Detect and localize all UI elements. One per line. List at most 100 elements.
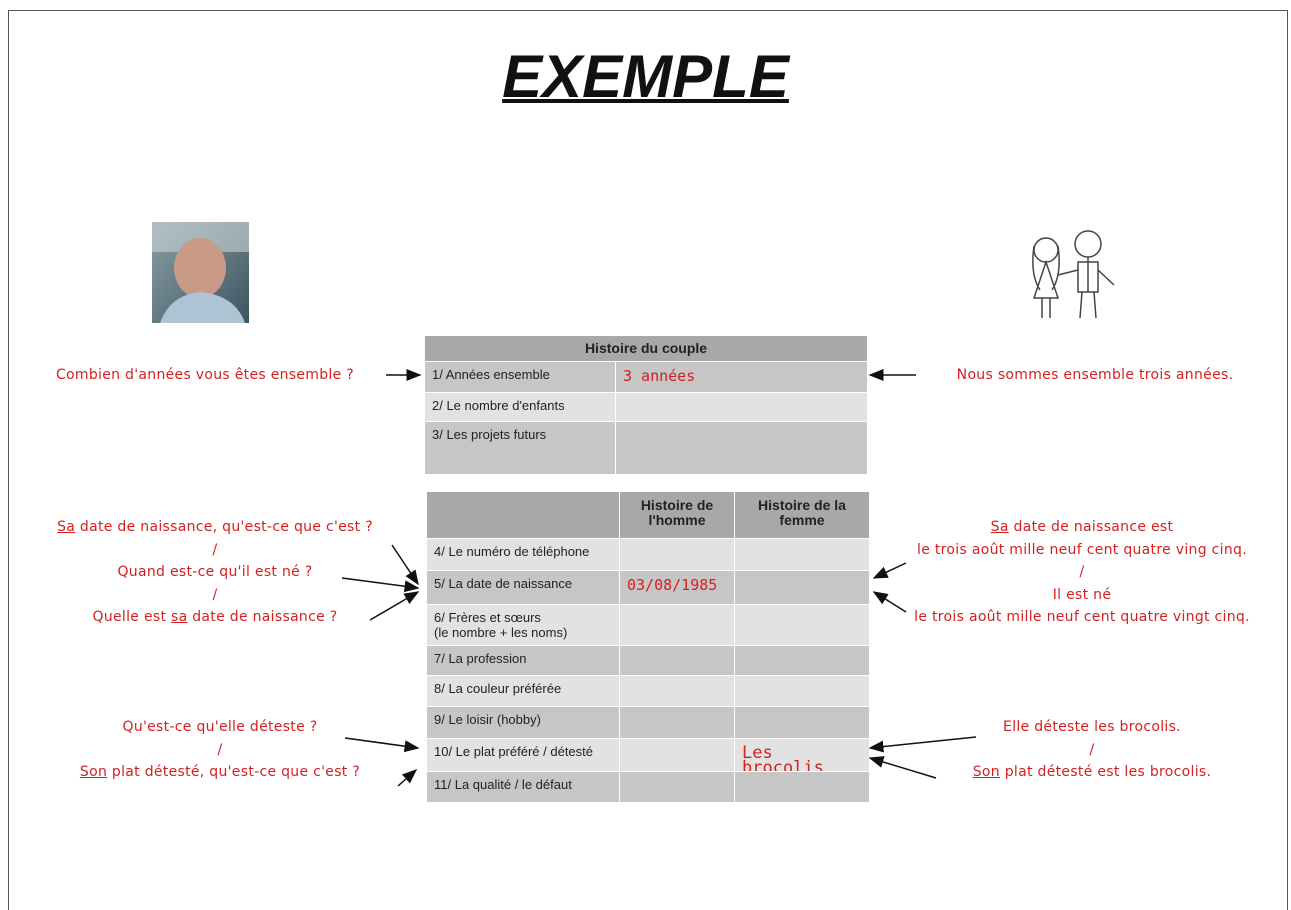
arrow — [344, 737, 420, 753]
couple-drawing — [1032, 230, 1115, 319]
annotation-text: plat détesté, qu'est-ce que c'est ? — [107, 764, 361, 780]
answer-cell: Les brocolis — [734, 738, 869, 777]
answer-cell — [734, 645, 869, 675]
annotation: Sa date de naissance, qu'est-ce que c'es… — [57, 516, 373, 629]
label-line: 5/ La date de naissance — [434, 576, 573, 591]
annotation-line: Sa date de naissance, qu'est-ce que c'es… — [57, 516, 373, 539]
label-line: 9/ Le loisir (hobby) — [434, 712, 541, 727]
annotation-line: Son plat détesté, qu'est-ce que c'est ? — [80, 761, 360, 784]
table-header: Histoire du couple — [425, 336, 867, 361]
answer-cell — [619, 738, 734, 771]
annotation-text: / — [212, 541, 218, 558]
row-label: 3/ Les projets futurs — [425, 421, 615, 474]
annotation-text: Nous sommes ensemble trois années. — [956, 367, 1234, 383]
annotation-line: Qu'est-ce qu'elle déteste ? — [80, 716, 360, 739]
annotation: Nous sommes ensemble trois années. — [957, 364, 1234, 387]
row-label: 2/ Le nombre d'enfants — [425, 392, 615, 421]
annotation-text: Qu'est-ce qu'elle déteste ? — [122, 719, 318, 735]
annotation: Sa date de naissance est le trois août mi… — [914, 516, 1250, 629]
row-label: 8/ La couleur préférée — [427, 675, 619, 706]
annotation-text: Combien d'années vous êtes ensemble ? — [55, 367, 355, 383]
arrow — [391, 544, 419, 586]
annotation-text: / — [212, 586, 218, 603]
arrow — [868, 736, 977, 753]
label-line: (le nombre + les noms) — [434, 625, 568, 640]
annotation-line: Sa date de naissance est — [914, 516, 1250, 539]
annotation-text: Elle déteste les brocolis. — [1003, 719, 1181, 735]
annotation-line: le trois août mille neuf cent quatre vin… — [914, 606, 1250, 629]
row-label: 10/ Le plat préféré / détesté — [427, 738, 619, 771]
label-line: 7/ La profession — [434, 651, 527, 666]
arrow — [872, 591, 907, 613]
answer-cell: 03/08/1985 — [619, 570, 734, 604]
table-header — [427, 492, 619, 538]
annotation-line: / — [80, 739, 360, 762]
annotation-text: Quelle est — [92, 609, 172, 625]
arrow — [868, 756, 937, 779]
answer-cell — [619, 675, 734, 706]
arrow — [872, 562, 907, 579]
label-line: 11/ La qualité / le défaut — [434, 777, 572, 792]
row-label: 5/ La date de naissance — [427, 570, 619, 604]
annotation-line: Combien d'années vous êtes ensemble ? — [56, 364, 354, 387]
row-label: 9/ Le loisir (hobby) — [427, 706, 619, 738]
answer-cell — [619, 645, 734, 675]
row-label: 6/ Frères et sœurs (le nombre + les noms) — [427, 604, 619, 645]
annotation-text: plat détesté est les brocolis. — [999, 764, 1212, 780]
annotation-text: / — [217, 741, 223, 758]
answer-cell — [619, 706, 734, 738]
annotation-line: Nous sommes ensemble trois années. — [957, 364, 1234, 387]
annotation-text: Il est né — [1052, 586, 1112, 603]
answer-cell — [734, 570, 869, 604]
annotation-line: / — [973, 739, 1212, 762]
photo — [152, 222, 249, 323]
label-line: 6/ Frères et sœurs — [434, 610, 541, 625]
annotation: Elle déteste les brocolis. / Son plat déte… — [973, 716, 1212, 784]
annotation-line: Il est né — [914, 584, 1250, 607]
underlined-word: sa — [171, 609, 188, 625]
answer-cell — [734, 771, 869, 802]
row-label: 7/ La profession — [427, 645, 619, 675]
annotation-line: le trois août mille neuf cent quatre vin… — [914, 539, 1250, 562]
answer-cell — [734, 538, 869, 570]
annotation-text: le trois août mille neuf cent quatre vin… — [914, 609, 1250, 625]
answer-cell — [619, 538, 734, 570]
answer-cell — [734, 675, 869, 706]
annotation-text: / — [1089, 741, 1095, 758]
answer-cell — [619, 604, 734, 645]
annotation-text: / — [1079, 564, 1085, 580]
arrow — [397, 769, 418, 787]
answer-cell — [734, 604, 869, 645]
label-line: 4/ Le numéro de téléphone — [434, 544, 590, 559]
underlined-word: Sa — [990, 519, 1009, 535]
table-header: Histoire de la femme — [734, 492, 869, 538]
answer-cell — [615, 392, 867, 421]
answer-cell: 3 années — [615, 361, 867, 392]
annotation-text: date de naissance, qu'est-ce que c'est ? — [75, 519, 373, 535]
annotation: Combien d'années vous êtes ensemble ? — [56, 364, 354, 387]
row-label: 1/ Années ensemble — [425, 361, 615, 392]
annotation-line: Elle déteste les brocolis. — [973, 716, 1212, 739]
answer-cell — [615, 421, 867, 474]
arrows — [341, 369, 977, 787]
arrow — [369, 591, 420, 621]
frame — [8, 10, 1288, 910]
title: EXEMPLE — [502, 43, 789, 110]
annotation-line: / — [914, 561, 1250, 584]
annotation: Qu'est-ce qu'elle déteste ? / Son plat dét… — [80, 716, 360, 784]
label-line: 8/ La couleur préférée — [434, 681, 562, 696]
annotation-text: le trois août mille neuf cent quatre vin… — [917, 541, 1247, 558]
underlined-word: Son — [79, 764, 108, 780]
annotation-text: date de naissance est — [1008, 519, 1174, 535]
annotation-line: Quelle est sa date de naissance ? — [57, 606, 373, 629]
underlined-word: Son — [972, 764, 1000, 780]
label-line: 10/ Le plat préféré / détesté — [434, 744, 593, 759]
answer-cell — [734, 706, 869, 738]
underlined-word: Sa — [57, 519, 76, 535]
row-label: 4/ Le numéro de téléphone — [427, 538, 619, 570]
annotation-text: date de naissance ? — [187, 609, 338, 625]
arrow — [341, 577, 420, 593]
annotation-line: Son plat détesté est les brocolis. — [973, 761, 1212, 784]
